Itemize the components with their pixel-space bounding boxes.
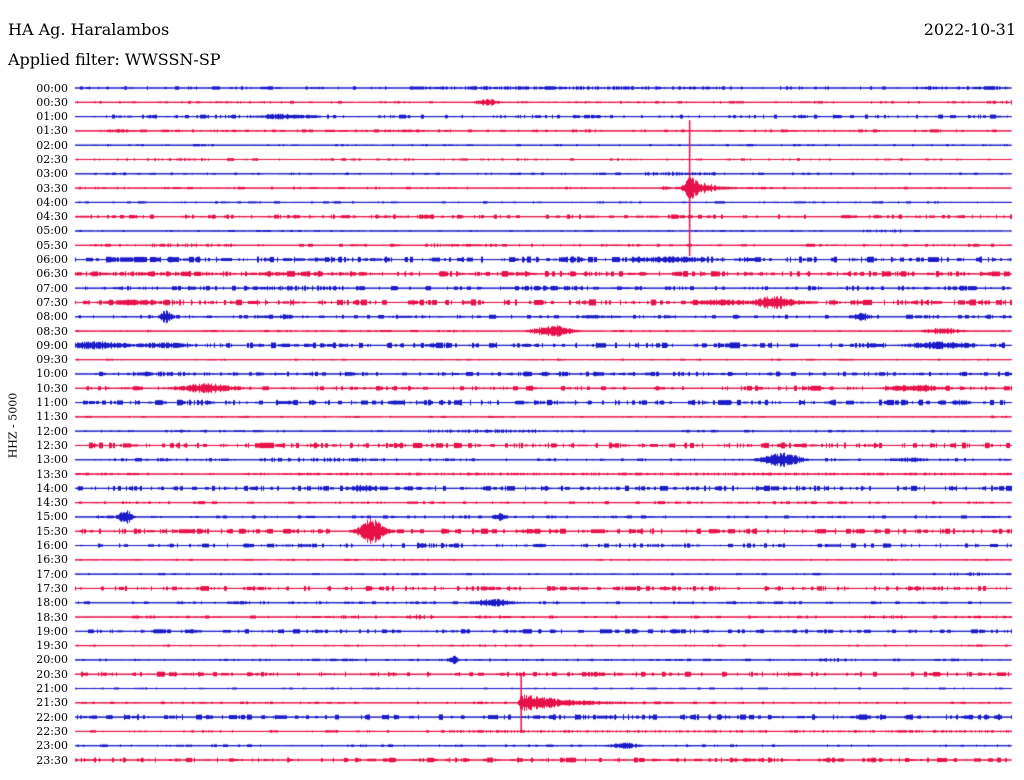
time-label: 15:00 <box>36 510 68 524</box>
time-label: 02:30 <box>36 152 68 166</box>
time-label: 02:00 <box>36 138 68 152</box>
time-label: 18:30 <box>36 610 68 624</box>
time-label: 06:00 <box>36 253 68 267</box>
time-label: 17:00 <box>36 567 68 581</box>
filter-label: Applied filter: WWSSN-SP <box>8 50 221 69</box>
time-label: 09:00 <box>36 338 68 352</box>
time-label: 20:00 <box>36 653 68 667</box>
time-label: 12:30 <box>36 438 68 452</box>
time-label: 04:30 <box>36 210 68 224</box>
time-label: 13:00 <box>36 453 68 467</box>
time-label: 15:30 <box>36 524 68 538</box>
time-label: 01:30 <box>36 124 68 138</box>
time-label: 01:00 <box>36 110 68 124</box>
time-label: 22:30 <box>36 724 68 738</box>
time-label: 21:00 <box>36 682 68 696</box>
time-label: 08:30 <box>36 324 68 338</box>
time-label: 05:00 <box>36 224 68 238</box>
time-label: 17:30 <box>36 581 68 595</box>
time-label: 10:00 <box>36 367 68 381</box>
time-label: 03:00 <box>36 167 68 181</box>
time-label: 22:00 <box>36 710 68 724</box>
time-label: 16:30 <box>36 553 68 567</box>
time-label: 21:30 <box>36 696 68 710</box>
time-label: 14:30 <box>36 496 68 510</box>
time-label: 16:00 <box>36 539 68 553</box>
time-label: 00:00 <box>36 81 68 95</box>
time-label: 08:00 <box>36 310 68 324</box>
station-title: HA Ag. Haralambos <box>8 20 170 39</box>
time-label: 23:00 <box>36 739 68 753</box>
time-label: 11:30 <box>36 410 68 424</box>
time-label: 19:00 <box>36 624 68 638</box>
time-label: 03:30 <box>36 181 68 195</box>
time-label: 09:30 <box>36 353 68 367</box>
date-label: 2022-10-31 <box>923 20 1016 39</box>
time-label: 00:30 <box>36 95 68 109</box>
time-label: 07:30 <box>36 295 68 309</box>
time-label: 10:30 <box>36 381 68 395</box>
time-label: 04:00 <box>36 195 68 209</box>
time-label: 23:30 <box>36 753 68 767</box>
time-label: 06:30 <box>36 267 68 281</box>
time-label: 13:30 <box>36 467 68 481</box>
time-label: 11:00 <box>36 396 68 410</box>
time-label: 05:30 <box>36 238 68 252</box>
time-label: 19:30 <box>36 639 68 653</box>
time-label: 07:00 <box>36 281 68 295</box>
time-label: 14:00 <box>36 481 68 495</box>
time-label: 18:00 <box>36 596 68 610</box>
time-label: 12:00 <box>36 424 68 438</box>
time-label: 20:30 <box>36 667 68 681</box>
